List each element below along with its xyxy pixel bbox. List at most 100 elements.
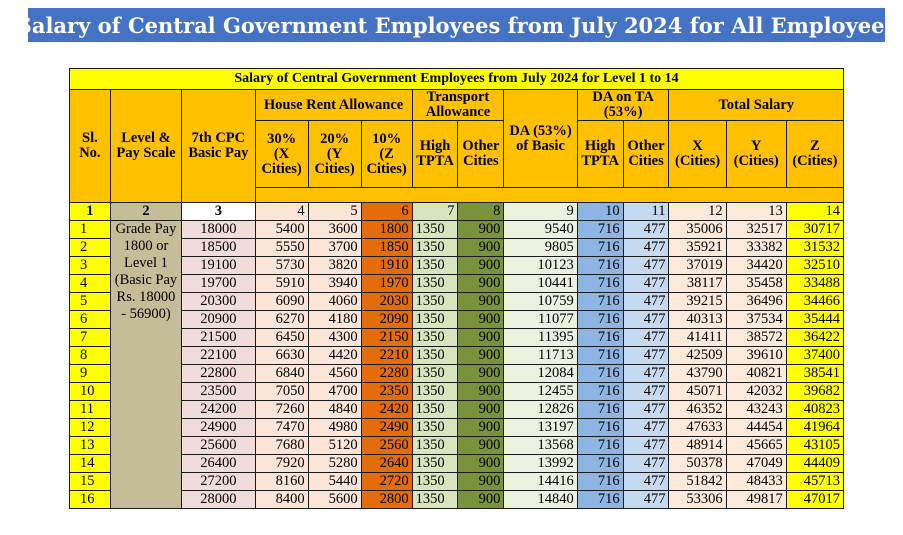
table-cell: 4 [69,274,111,293]
table-cell: 2490 [360,418,413,437]
table-cell: 1350 [411,274,459,293]
header-dta-high: High TPTA [576,120,624,188]
table-row: 2 18500 5550 3700 1850 1350 900 9805 716 477 35921… [69,238,845,257]
table-cell: 6630 [254,346,309,365]
table-row: 6 20900 6270 4180 2090 1350 900 11077 716 477 4031… [69,310,845,329]
header-da: DA (53%) of Basic [503,89,578,188]
header-level: Level & Pay Scale [109,89,183,203]
table-cell: 2210 [360,346,413,365]
table-cell: 477 [622,292,670,311]
table-cell: 4700 [307,382,362,401]
table-cell: 477 [622,472,670,491]
table-cell: 8 [69,346,111,365]
col-number: 13 [725,202,787,221]
table-cell: 5 [69,292,111,311]
table-cell: 7920 [254,454,309,473]
table-cell: 2030 [360,292,413,311]
table-cell: 12 [69,418,111,437]
table-cell: 44454 [725,418,787,437]
table-cell: 5280 [307,454,362,473]
table-cell: 1350 [411,364,459,383]
col-number: 7 [411,202,459,221]
table-cell: 5910 [254,274,309,293]
table-cell: 14840 [503,490,578,509]
table-cell: 41964 [785,418,845,437]
table-cell: 716 [576,292,624,311]
table-cell: 4980 [307,418,362,437]
table-cell: 477 [622,382,670,401]
table-cell: 47633 [668,418,727,437]
header-total-salary: Total Salary [668,89,844,121]
table-cell: 44409 [785,454,845,473]
table-cell: 2350 [360,382,413,401]
table-cell: 4560 [307,364,362,383]
table-cell: 4420 [307,346,362,365]
table-cell: 1350 [411,346,459,365]
table-cell: 13197 [503,418,578,437]
table-cell: 11713 [503,346,578,365]
table-cell: 3700 [307,238,362,257]
table-cell: 2640 [360,454,413,473]
table-cell: 716 [576,436,624,455]
table-cell: 12826 [503,400,578,419]
table-cell: 11077 [503,310,578,329]
col-number: 3 [181,202,256,221]
table-cell: 40821 [725,364,787,383]
col-number: 9 [503,202,578,221]
header-transport: Transport Allowance [411,89,505,121]
table-cell: 43790 [668,364,727,383]
table-cell: 37400 [785,346,845,365]
table-cell: 900 [457,364,505,383]
table-cell: 900 [457,328,505,347]
table-cell: 6840 [254,364,309,383]
header-basic-pay: 7th CPC Basic Pay [181,89,256,203]
table-cell: 900 [457,400,505,419]
header-total-y: Y (Cities) [725,120,787,188]
table-cell: 45713 [785,472,845,491]
table-cell: 900 [457,310,505,329]
table-cell: 20900 [181,310,256,329]
table-cell: 4060 [307,292,362,311]
table-cell: 477 [622,436,670,455]
table-cell: 47049 [725,454,787,473]
table-cell: 23500 [181,382,256,401]
col-number: 11 [622,202,670,221]
table-cell: 900 [457,238,505,257]
header-da-on-ta: DA on TA (53%) [576,89,670,121]
header-dta-other: Other Cities [622,120,670,188]
table-cell: 43105 [785,436,845,455]
table-cell: 2 [69,238,111,257]
table-cell: 1350 [411,436,459,455]
table-row: 14 26400 7920 5280 2640 1350 900 13992 716 477 503… [69,454,845,473]
table-cell: 1970 [360,274,413,293]
table-cell: 13992 [503,454,578,473]
table-caption: Salary of Central Government Employees f… [69,68,844,90]
table-cell: 3940 [307,274,362,293]
table-cell: 2280 [360,364,413,383]
table-cell: 477 [622,310,670,329]
table-cell: 900 [457,472,505,491]
table-cell: 10441 [503,274,578,293]
table-cell: 22100 [181,346,256,365]
table-cell: 2090 [360,310,413,329]
table-cell: 7470 [254,418,309,437]
table-cell: 716 [576,472,624,491]
table-cell: 5730 [254,256,309,275]
table-cell: 1350 [411,238,459,257]
table-cell: 35458 [725,274,787,293]
table-cell: 27200 [181,472,256,491]
table-cell: 477 [622,418,670,437]
table-row: 10 23500 7050 4700 2350 1350 900 12455 716 477 450… [69,382,845,401]
col-number: 6 [360,202,413,221]
table-cell: 45665 [725,436,787,455]
col-number: 2 [109,202,183,221]
table-cell: 4180 [307,310,362,329]
table-row: 3 19100 5730 3820 1910 1350 900 10123 716 477 3701… [69,256,845,275]
table-cell: 3600 [307,220,362,239]
table-cell: 477 [622,454,670,473]
table-cell: 1850 [360,238,413,257]
header-total-z: Z (Cities) [785,120,845,188]
table-row: 5 20300 6090 4060 2030 1350 900 10759 716 477 3921… [69,292,845,311]
table-cell: 48914 [668,436,727,455]
table-cell: 5550 [254,238,309,257]
